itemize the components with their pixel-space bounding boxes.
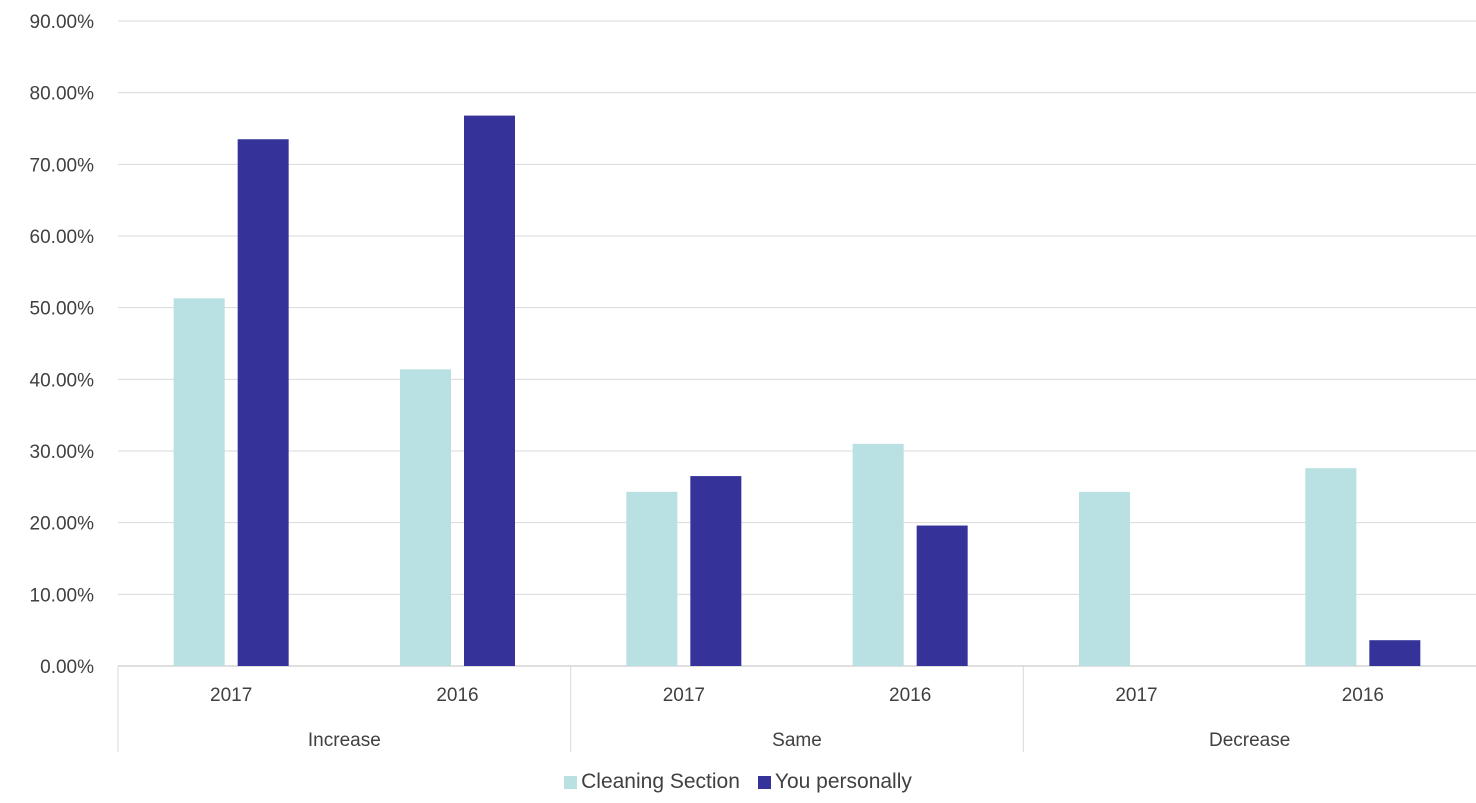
y-tick-label: 0.00%: [40, 657, 94, 678]
legend-item-cleaning-section: Cleaning Section: [564, 770, 740, 794]
legend-item-you-personally: You personally: [757, 770, 912, 794]
legend-swatch-cleaning-section: [564, 775, 578, 789]
y-tick-label: 40.00%: [30, 370, 95, 391]
group-label: Decrease: [1209, 730, 1290, 751]
x-tick-label: 2017: [1115, 685, 1157, 706]
bar-cleaning-section: [852, 443, 904, 666]
bar-you-personally: [237, 139, 289, 666]
x-tick-label: 2016: [1342, 685, 1384, 706]
bars: [173, 115, 1421, 667]
group-label: Increase: [308, 730, 381, 751]
y-tick-label: 50.00%: [30, 299, 95, 320]
bar-cleaning-section: [173, 298, 225, 666]
y-tick-label: 60.00%: [30, 227, 95, 248]
legend-swatch-you-personally: [757, 775, 771, 789]
bar-you-personally: [916, 525, 968, 666]
x-tick-label: 2017: [663, 685, 705, 706]
legend: Cleaning Section You personally: [0, 770, 1476, 794]
y-tick-label: 30.00%: [30, 442, 95, 463]
legend-label-you-personally: You personally: [774, 770, 912, 793]
x-tick-label: 2016: [436, 685, 478, 706]
bar-you-personally: [464, 115, 515, 667]
y-tick-label: 80.00%: [30, 84, 95, 105]
group-label: Same: [772, 730, 822, 751]
bar-cleaning-section: [626, 491, 678, 666]
y-tick-label: 90.00%: [30, 12, 95, 33]
y-axis: 0.00% 10.00% 20.00% 30.00% 40.00% 50.00% 60.00…: [30, 12, 95, 678]
y-tick-label: 70.00%: [30, 155, 95, 176]
x-tick-label: 2017: [210, 685, 252, 706]
legend-label-cleaning-section: Cleaning Section: [581, 770, 740, 793]
bar-you-personally: [1369, 640, 1421, 666]
bar-cleaning-section: [1079, 491, 1130, 666]
y-tick-label: 20.00%: [30, 514, 95, 535]
y-tick-label: 10.00%: [30, 585, 95, 606]
bar-cleaning-section: [400, 369, 451, 666]
gridlines: [118, 20, 1476, 667]
bar-you-personally: [690, 476, 742, 666]
x-axis: 2017 2016 2017 2016 2017 2016 Increase Same Decr…: [117, 666, 1384, 752]
x-tick-label: 2016: [889, 685, 931, 706]
bar-cleaning-section: [1305, 468, 1357, 666]
